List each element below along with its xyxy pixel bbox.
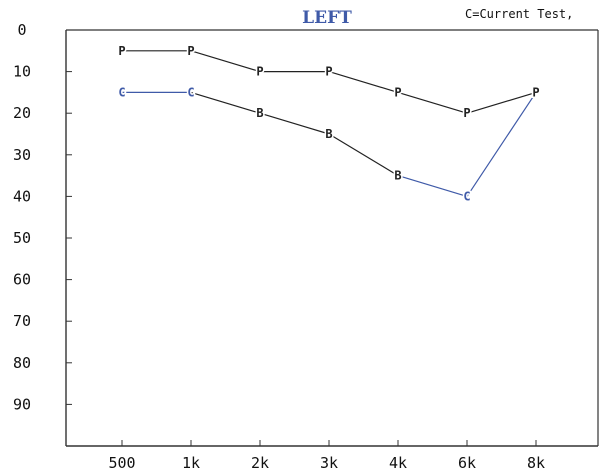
x-axis-ticks: 500 1k 2k 3k 4k 6k 8k <box>108 440 545 472</box>
x-tick-label: 8k <box>527 454 545 472</box>
series-0-segment <box>397 91 468 114</box>
series-1-point-label: P <box>532 85 539 99</box>
series-0-point-label: P <box>118 44 125 58</box>
series-1-point-label: C <box>187 85 194 99</box>
series-1-point-label: B <box>256 106 263 120</box>
series-1-segment <box>259 112 330 135</box>
series-1-point-label: C <box>118 85 125 99</box>
y-tick-label: 80 <box>13 354 31 372</box>
series-1-segment <box>328 133 399 177</box>
series-1-point-label: C <box>463 189 470 203</box>
y-tick-label: 30 <box>13 146 31 164</box>
x-tick-label: 4k <box>389 454 407 472</box>
y-tick-label: 90 <box>13 395 31 413</box>
y-tick-label: 20 <box>13 104 31 122</box>
chart-title: LEFT <box>302 8 352 28</box>
series-0-point-label: P <box>187 44 194 58</box>
legend-text: C=Current Test, <box>465 7 573 21</box>
series-0-point-label: P <box>325 65 332 79</box>
x-tick-label: 500 <box>108 454 135 472</box>
y-tick-label: 50 <box>13 229 31 247</box>
series-0-point-label: P <box>463 106 470 120</box>
series-1-point-label: B <box>325 127 332 141</box>
series-0-segment <box>328 71 399 93</box>
y-tick-label: 0 <box>17 21 26 39</box>
x-tick-label: 2k <box>251 454 269 472</box>
y-tick-label: 40 <box>13 187 31 205</box>
series-lines <box>122 50 537 197</box>
y-axis-ticks: 0 10 20 30 40 50 60 70 80 90 <box>13 21 72 413</box>
series-0-segment <box>190 50 261 73</box>
series-1-segment <box>466 92 537 197</box>
x-tick-label: 3k <box>320 454 338 472</box>
series-1-point-label: B <box>394 169 401 183</box>
x-tick-label: 1k <box>182 454 200 472</box>
series-1-segment <box>397 175 468 197</box>
y-tick-label: 70 <box>13 312 31 330</box>
y-tick-label: 10 <box>13 63 31 81</box>
series-0-point-label: P <box>532 85 539 99</box>
series-0-point-label: P <box>256 65 263 79</box>
series-0-segment <box>466 91 537 114</box>
x-tick-label: 6k <box>458 454 476 472</box>
series-0-point-label: P <box>394 85 401 99</box>
series-1-segment <box>190 91 261 114</box>
y-tick-label: 60 <box>13 271 31 289</box>
